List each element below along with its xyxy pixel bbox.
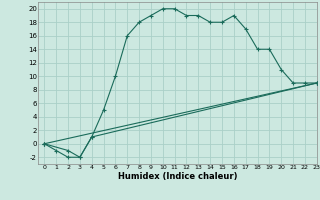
X-axis label: Humidex (Indice chaleur): Humidex (Indice chaleur) [118,172,237,181]
